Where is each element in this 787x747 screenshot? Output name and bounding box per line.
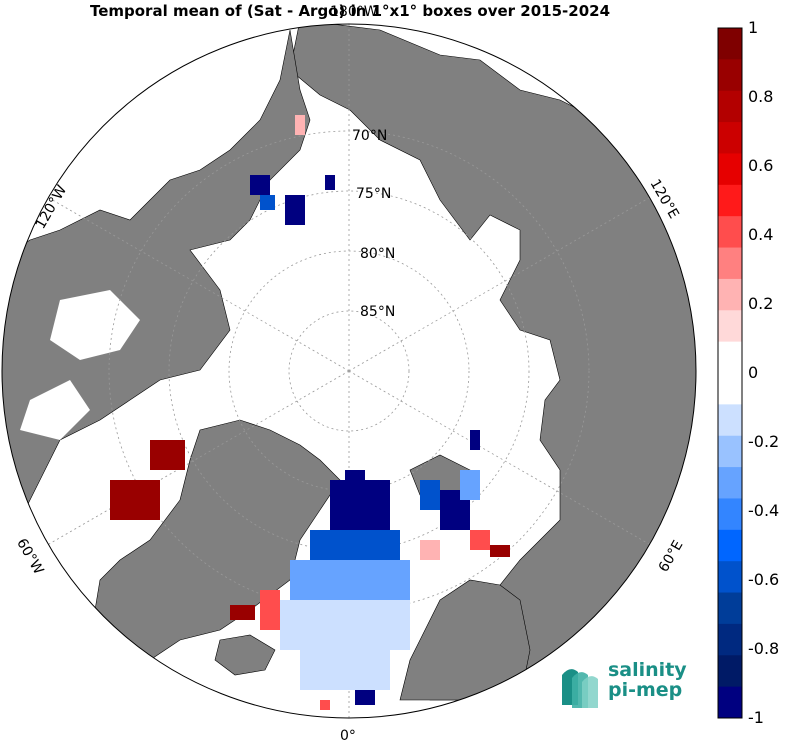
colorbar-segment (718, 184, 742, 217)
colorbar-segment (718, 59, 742, 92)
lon-label-180w: 180°W (330, 4, 378, 20)
ice-patch (20, 290, 140, 440)
colorbar-segment (718, 467, 742, 499)
colorbar-segment (718, 529, 742, 562)
logo-wave-icon (562, 669, 598, 708)
colorbar-segment (718, 404, 742, 437)
colorbar-tick-0.6: 0.6 (748, 156, 774, 175)
colorbar-segment (718, 655, 742, 688)
colorbar-segment (718, 310, 742, 343)
colorbar-segment (718, 435, 742, 468)
iceland-island (214, 634, 276, 676)
salinity-pimep-logo: salinity pi-mep (560, 660, 700, 710)
lat-label-75: 75°N (356, 186, 391, 202)
colorbar-tick-m0.2: -0.2 (748, 432, 780, 451)
logo-line2: pi-mep (608, 679, 683, 701)
lon-label-0: 0° (340, 728, 356, 744)
colorbar (718, 28, 742, 719)
colorbar-segment (718, 686, 742, 719)
colorbar-segment (718, 153, 742, 186)
colorbar-segment (718, 341, 742, 374)
lat-label-80: 80°N (360, 246, 395, 262)
colorbar-tick-m1: -1 (748, 708, 764, 727)
lat-label-70: 70°N (352, 128, 387, 144)
scandinavia-landmass (399, 579, 531, 701)
colorbar-tick-m0.4: -0.4 (748, 501, 780, 520)
logo-text: salinity pi-mep (608, 660, 687, 700)
lon-label-60e: 60°E (656, 538, 687, 575)
lon-label-60w: 60°W (13, 536, 46, 578)
map-frame (1, 23, 697, 719)
colorbar-segment (718, 216, 742, 249)
lat-label-85: 85°N (360, 304, 395, 320)
colorbar-tick-0.4: 0.4 (748, 225, 774, 244)
logo-line1: salinity (608, 659, 687, 681)
colorbar-tick-0.2: 0.2 (748, 294, 774, 313)
colorbar-segment (718, 247, 742, 280)
colorbar-frame (717, 27, 743, 719)
colorbar-tick-1: 1 (748, 18, 759, 37)
colorbar-tick-0.8: 0.8 (748, 87, 774, 106)
colorbar-segment (718, 122, 742, 154)
map-title: Temporal mean of (Sat - Argo) in 1°x1° b… (89, 2, 611, 20)
colorbar-segment (718, 561, 742, 594)
colorbar-segment (718, 373, 742, 405)
data-boxes (110, 115, 510, 710)
colorbar-segment (718, 498, 742, 531)
colorbar-segment (718, 278, 742, 311)
colorbar-tick-m0.8: -0.8 (748, 639, 780, 658)
colorbar-tick-m0.6: -0.6 (748, 570, 780, 589)
north-america-landmass (2, 29, 311, 561)
colorbar-segment (718, 592, 742, 625)
colorbar-segment (718, 623, 742, 656)
colorbar-segment (718, 90, 742, 123)
colorbar-tick-0: 0 (748, 363, 759, 382)
colorbar-segment (718, 28, 742, 60)
